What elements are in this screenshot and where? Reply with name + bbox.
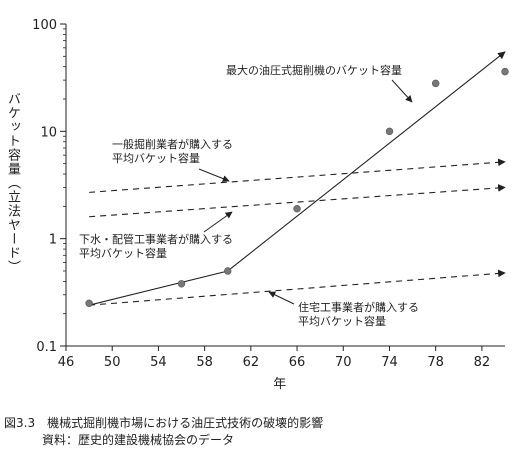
annotation-label-1: 平均バケット容量	[112, 151, 200, 165]
x-tick-label: 62	[243, 355, 260, 370]
data-points	[85, 67, 509, 307]
data-point	[385, 127, 394, 136]
annotation-pointer-0	[391, 79, 413, 103]
x-tick-label: 46	[58, 355, 75, 370]
annotation-pointer-2	[203, 211, 233, 233]
caption-title: 図3.3 機械式掘削機市場における油圧式技術の破壊的影響	[4, 416, 324, 430]
axes: 46 50 54 58 62 66 70 74 78 82 年 0.1 1 10 100	[32, 18, 505, 392]
figure-caption: 図3.3 機械式掘削機市場における油圧式技術の破壊的影響 資料：歴史的建設機械協…	[4, 415, 510, 449]
annotation-label-1: 一般掘削業者が購入する	[112, 137, 233, 151]
y-tick-label: 1	[49, 233, 57, 248]
data-point	[293, 205, 301, 213]
annotation-label-3: 平均バケット容量	[298, 314, 386, 328]
x-tick-label: 70	[335, 355, 352, 370]
series-line-2	[89, 184, 506, 218]
annotations: 最大の油圧式掘削機のバケット容量一般掘削業者が購入する平均バケット容量下水・配管…	[79, 63, 419, 328]
data-point	[85, 299, 93, 307]
caption-source: 資料：歴史的建設機械協会のデータ	[42, 433, 235, 447]
y-axis-label: バケット容量（立法ヤード）	[5, 92, 20, 274]
x-tick-label: 74	[381, 355, 398, 370]
series-line-0	[88, 51, 506, 306]
annotation-pointer-1	[198, 168, 230, 182]
x-tick-label: 78	[427, 355, 444, 370]
x-tick-label: 82	[474, 355, 491, 370]
x-axis-label: 年	[273, 377, 286, 392]
data-point	[224, 267, 232, 275]
x-tick-label: 66	[289, 355, 306, 370]
chart-svg: 46 50 54 58 62 66 70 74 78 82 年 0.1 1 10 100 最大の油圧式掘削機…	[32, 18, 509, 392]
x-tick-label: 58	[196, 355, 213, 370]
data-point	[177, 280, 186, 288]
series-line-3	[89, 269, 506, 306]
annotation-label-3: 住宅工事業者が購入する	[298, 300, 419, 314]
data-point	[501, 67, 509, 76]
annotation-label-0: 最大の油圧式掘削機のバケット容量	[226, 63, 402, 77]
data-point	[431, 79, 440, 88]
series-line-1	[89, 158, 506, 193]
x-tick-label: 50	[104, 355, 121, 370]
series-layer	[88, 51, 506, 306]
annotation-pointer-3	[268, 291, 295, 305]
y-tick-label: 10	[40, 125, 57, 140]
y-tick-label: 100	[32, 18, 57, 33]
annotation-label-2: 平均バケット容量	[79, 246, 167, 260]
x-tick-label: 54	[150, 355, 167, 370]
y-tick-label: 0.1	[36, 340, 57, 355]
annotation-label-2: 下水・配管工事業者が購入する	[79, 232, 233, 246]
